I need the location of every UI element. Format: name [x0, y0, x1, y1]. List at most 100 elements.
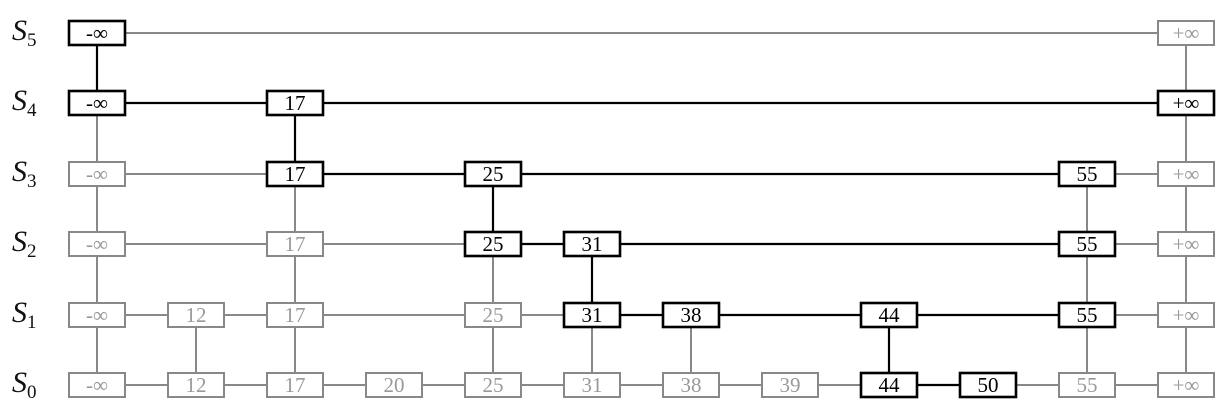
node-level0-col1: 12 [167, 372, 225, 398]
node-box [265, 89, 325, 117]
node-value: -∞ [86, 91, 108, 115]
node-box [463, 230, 523, 258]
node-box [266, 302, 324, 328]
node-level0-col10: 55 [1058, 372, 1116, 398]
node-box [68, 302, 126, 328]
node-level4-col11: +∞ [1156, 89, 1216, 117]
level-subscript: 4 [27, 100, 37, 121]
node-level2-col4: 25 [463, 230, 523, 258]
node-box [464, 372, 522, 398]
node-box [859, 301, 919, 329]
level-subscript: 0 [27, 382, 37, 403]
node-value: 44 [879, 373, 901, 397]
level-label-s5: S5 [12, 14, 37, 51]
node-box [67, 19, 127, 47]
node-level0-col7: 39 [761, 372, 819, 398]
node-level0-col3: 20 [365, 372, 423, 398]
node-value: +∞ [1173, 21, 1200, 45]
node-box [1057, 230, 1117, 258]
node-value: +∞ [1173, 162, 1200, 186]
node-level5-col0: -∞ [67, 19, 127, 47]
node-box [859, 371, 919, 399]
node-box [1058, 372, 1116, 398]
level-letter: S [12, 366, 27, 399]
node-value: 50 [978, 373, 999, 397]
level-label-s3: S3 [12, 157, 37, 192]
node-value: 55 [1077, 373, 1098, 397]
node-level2-col5: 31 [562, 230, 622, 258]
level-letter: S [12, 14, 27, 47]
node-level0-col2: 17 [266, 372, 324, 398]
node-value: -∞ [86, 373, 108, 397]
node-level5-col11: +∞ [1157, 20, 1215, 46]
level-label-s4: S4 [12, 84, 37, 121]
node-level1-col2: 17 [266, 302, 324, 328]
node-value: 31 [582, 303, 603, 327]
node-value: 55 [1077, 162, 1098, 186]
node-value: 17 [285, 162, 306, 186]
node-value: +∞ [1173, 91, 1200, 115]
node-box [68, 161, 126, 187]
node-box [563, 372, 621, 398]
node-level3-col11: +∞ [1157, 161, 1215, 187]
node-box [562, 230, 622, 258]
node-level4-col2: 17 [265, 89, 325, 117]
node-value: -∞ [86, 303, 108, 327]
node-box [1156, 89, 1216, 117]
node-level1-col0: -∞ [68, 302, 126, 328]
node-box [167, 302, 225, 328]
node-level2-col10: 55 [1057, 230, 1117, 258]
node-box [1057, 160, 1117, 188]
node-level0-col5: 31 [563, 372, 621, 398]
node-level2-col0: -∞ [68, 231, 126, 257]
node-value: 38 [681, 303, 702, 327]
node-box [464, 302, 522, 328]
node-value: -∞ [86, 162, 108, 186]
node-value: 44 [879, 303, 901, 327]
node-level1-col1: 12 [167, 302, 225, 328]
node-value: +∞ [1173, 232, 1200, 256]
node-box [463, 160, 523, 188]
node-level0-col4: 25 [464, 372, 522, 398]
node-level3-col2: 17 [265, 160, 325, 188]
node-level1-col11: +∞ [1157, 302, 1215, 328]
node-box [662, 372, 720, 398]
node-value: -∞ [86, 232, 108, 256]
node-box [1157, 372, 1215, 398]
node-box [1157, 302, 1215, 328]
link-lines [95, 32, 1187, 387]
node-level2-col2: 17 [266, 231, 324, 257]
node-value: 20 [384, 373, 405, 397]
node-value: 12 [186, 303, 207, 327]
level-letter: S [12, 296, 27, 329]
node-value: 17 [285, 232, 306, 256]
node-value: 25 [483, 232, 504, 256]
node-level3-col0: -∞ [68, 161, 126, 187]
node-box [958, 371, 1018, 399]
node-box [1157, 20, 1215, 46]
node-box [68, 231, 126, 257]
node-box [266, 372, 324, 398]
node-level0-col9: 50 [958, 371, 1018, 399]
node-box [167, 372, 225, 398]
node-value: 17 [285, 91, 306, 115]
node-value: 17 [285, 373, 306, 397]
level-label-s1: S1 [12, 296, 37, 333]
level-letter: S [12, 84, 27, 117]
node-box [761, 372, 819, 398]
node-value: 12 [186, 373, 207, 397]
node-level1-col5: 31 [562, 301, 622, 329]
node-level2-col11: +∞ [1157, 231, 1215, 257]
node-value: +∞ [1173, 373, 1200, 397]
level-letter: S [12, 225, 27, 258]
node-boxes: -∞ +∞ -∞ 17 +∞ -∞ 17 25 55 +∞ -∞ 17 25 31 55 +∞ -∞ 12 17 25… [67, 19, 1216, 399]
node-level4-col0: -∞ [67, 89, 127, 117]
node-box [68, 372, 126, 398]
node-value: 25 [483, 162, 504, 186]
node-level1-col8: 44 [859, 301, 919, 329]
node-box [365, 372, 423, 398]
node-level1-col10: 55 [1057, 301, 1117, 329]
node-box [1157, 231, 1215, 257]
node-level1-col6: 38 [661, 301, 721, 329]
